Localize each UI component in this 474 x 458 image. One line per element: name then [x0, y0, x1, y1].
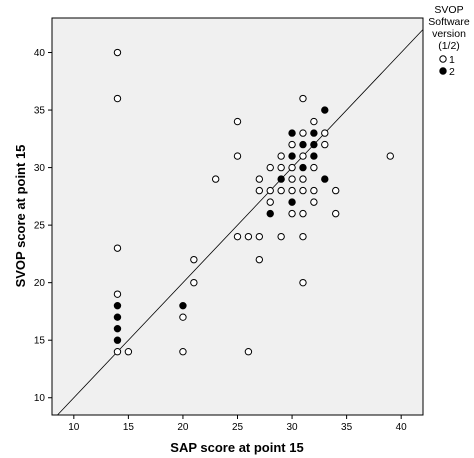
data-point-version-1 — [277, 163, 285, 172]
data-point-version-2 — [310, 140, 318, 149]
data-point-version-1 — [190, 278, 198, 287]
legend-title-line-3: version — [432, 28, 466, 40]
data-point-version-2 — [266, 209, 274, 218]
data-point-version-1 — [255, 175, 264, 183]
data-point-version-2 — [299, 140, 307, 149]
legend-label-2: 2 — [449, 66, 455, 78]
y-tick-label: 40 — [34, 48, 46, 59]
x-tick-label: 15 — [123, 422, 135, 433]
data-point-version-1 — [299, 232, 307, 241]
data-point-version-1 — [310, 117, 318, 126]
data-point-version-1 — [266, 163, 274, 172]
data-point-version-1 — [190, 255, 198, 264]
x-tick-label: 20 — [177, 422, 189, 433]
data-point-version-1 — [266, 186, 274, 195]
data-point-version-1 — [211, 175, 220, 183]
x-tick-label: 10 — [68, 422, 80, 433]
data-point-version-1 — [277, 186, 285, 195]
data-point-version-1 — [288, 163, 296, 172]
data-point-version-1 — [233, 117, 242, 126]
data-point-version-1 — [113, 94, 122, 103]
data-point-version-2 — [310, 152, 318, 160]
legend-label-1: 1 — [449, 54, 455, 66]
y-tick-label: 25 — [34, 221, 46, 232]
y-axis-title: SVOP score at point 15 — [13, 145, 28, 288]
data-point-version-1 — [233, 152, 242, 160]
data-point-version-2 — [310, 129, 318, 137]
data-point-version-1 — [255, 186, 264, 195]
data-point-version-1 — [288, 209, 296, 218]
data-point-version-1 — [321, 129, 329, 137]
x-tick-label: 35 — [341, 422, 353, 433]
plot-area — [51, 17, 424, 416]
data-point-version-1 — [386, 152, 394, 160]
y-axis-ticks: 10 15 20 25 30 35 40 — [34, 48, 52, 404]
data-point-version-1 — [179, 348, 187, 356]
data-point-version-2 — [113, 324, 122, 333]
data-points — [113, 48, 394, 356]
data-point-version-2 — [113, 336, 122, 344]
data-point-version-1 — [288, 140, 296, 149]
data-point-version-1 — [310, 163, 318, 172]
data-point-version-1 — [332, 209, 340, 218]
x-axis-ticks: 10 15 20 25 30 35 40 — [68, 415, 407, 433]
data-point-version-1 — [113, 48, 122, 57]
data-point-version-1 — [113, 244, 122, 252]
data-point-version-1 — [277, 152, 285, 160]
legend-marker-open-circle — [439, 55, 447, 63]
data-point-version-1 — [332, 186, 340, 195]
data-point-version-1 — [233, 232, 242, 241]
data-point-version-2 — [113, 301, 122, 310]
data-point-version-1 — [113, 348, 122, 356]
data-point-version-2 — [321, 175, 329, 183]
legend: SVOP Software version (1/2) 1 2 — [428, 4, 470, 78]
data-point-version-1 — [310, 186, 318, 195]
legend-title-line-2: Software — [428, 16, 470, 28]
legend-title-line-4: (1/2) — [438, 40, 460, 52]
data-point-version-1 — [310, 198, 318, 206]
data-point-version-2 — [288, 198, 296, 206]
data-point-version-1 — [299, 94, 307, 103]
legend-marker-filled-circle — [439, 67, 447, 75]
data-point-version-1 — [299, 152, 307, 160]
x-tick-label: 30 — [286, 422, 298, 433]
data-point-version-1 — [255, 255, 264, 264]
data-point-version-1 — [113, 290, 122, 298]
data-point-version-2 — [321, 106, 329, 114]
data-point-version-2 — [113, 313, 122, 321]
data-point-version-1 — [299, 209, 307, 218]
data-point-version-2 — [179, 301, 187, 310]
x-tick-label: 25 — [232, 422, 244, 433]
data-point-version-2 — [288, 129, 296, 137]
y-tick-label: 10 — [34, 393, 46, 404]
data-point-version-1 — [255, 232, 264, 241]
data-point-version-1 — [299, 129, 307, 137]
y-tick-label: 15 — [34, 336, 46, 347]
data-point-version-1 — [124, 348, 133, 356]
data-point-version-1 — [299, 186, 307, 195]
legend-title-line-1: SVOP — [434, 4, 463, 16]
data-point-version-2 — [288, 152, 296, 160]
data-point-version-1 — [288, 175, 296, 183]
data-point-version-2 — [277, 175, 285, 183]
data-point-version-2 — [299, 163, 307, 172]
data-point-version-1 — [288, 186, 296, 195]
data-point-version-1 — [277, 232, 285, 241]
data-point-version-1 — [321, 140, 329, 149]
data-point-version-1 — [244, 348, 253, 356]
y-tick-label: 20 — [34, 278, 46, 289]
y-tick-label: 30 — [34, 163, 46, 174]
data-point-version-1 — [266, 198, 274, 206]
data-point-version-1 — [299, 278, 307, 287]
data-point-version-1 — [244, 232, 253, 241]
x-tick-label: 40 — [396, 422, 408, 433]
data-point-version-1 — [299, 175, 307, 183]
y-tick-label: 35 — [34, 106, 46, 117]
data-point-version-1 — [179, 313, 187, 321]
x-axis-title: SAP score at point 15 — [170, 440, 303, 455]
